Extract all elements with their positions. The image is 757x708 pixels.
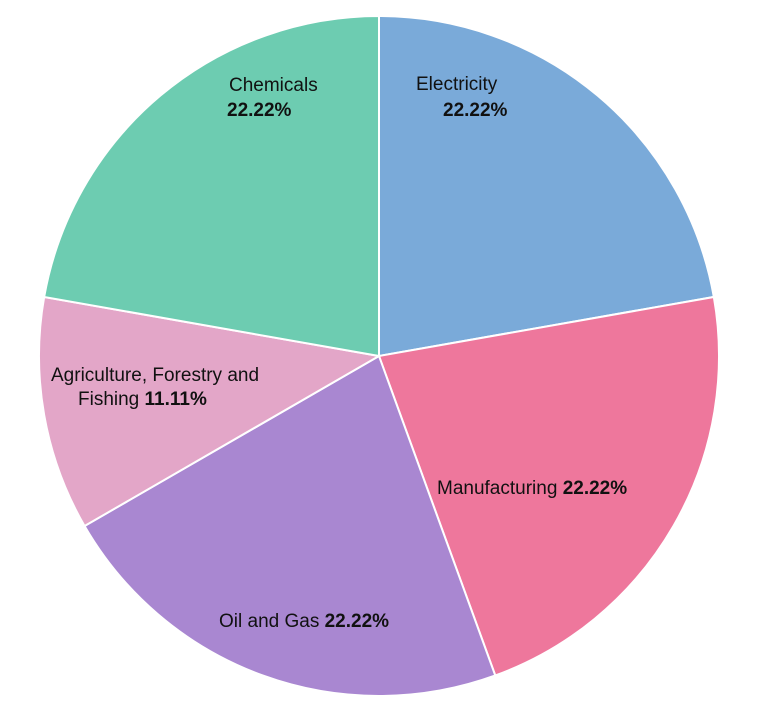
pie-slice-electricity: [378, 14, 715, 358]
pie-slice-oil-and-gas: [83, 354, 497, 697]
slice-label-line: 22.22%: [227, 100, 292, 121]
slice-label-line: Oil and Gas 22.22%: [219, 611, 389, 632]
slice-name: Electricity: [416, 74, 498, 95]
slice-label-chemicals: Chemicals 22.22%: [227, 75, 318, 121]
pie-slice-chemicals: [43, 14, 380, 358]
slice-name-part: Agriculture, Forestry and: [51, 365, 259, 386]
slice-label-line: 22.22%: [443, 100, 508, 121]
slice-percent: 22.22%: [563, 478, 628, 499]
pie-slice-manufacturing: [377, 295, 720, 677]
slice-percent: 22.22%: [325, 611, 390, 632]
slice-label-line: Electricity: [416, 74, 498, 95]
slice-label-line: Agriculture, Forestry and: [51, 365, 259, 386]
slice-label-oil-and-gas: Oil and Gas 22.22%: [219, 611, 389, 632]
slice-label-electricity: Electricity 22.22%: [416, 74, 508, 121]
pie-slice-agriculture-forestry-and-fishing: [38, 295, 382, 528]
slice-label-manufacturing: Manufacturing 22.22%: [437, 478, 627, 499]
slice-label-agriculture-forestry-and-fishing: Agriculture, Forestry and Fishing 11.11%: [51, 365, 259, 410]
slice-name-part: Fishing: [78, 389, 139, 410]
slice-name: Oil and Gas: [219, 611, 319, 632]
slice-label-line: Fishing 11.11%: [78, 389, 207, 410]
slice-percent: 11.11%: [145, 389, 207, 410]
slice-name: Manufacturing: [437, 478, 557, 499]
slices-layer: [38, 14, 720, 697]
slice-label-line: Chemicals: [229, 75, 318, 96]
slice-label-line: Manufacturing 22.22%: [437, 478, 627, 499]
slice-percent: 22.22%: [443, 100, 508, 121]
slice-percent: 22.22%: [227, 100, 292, 121]
slice-name: Chemicals: [229, 75, 318, 96]
